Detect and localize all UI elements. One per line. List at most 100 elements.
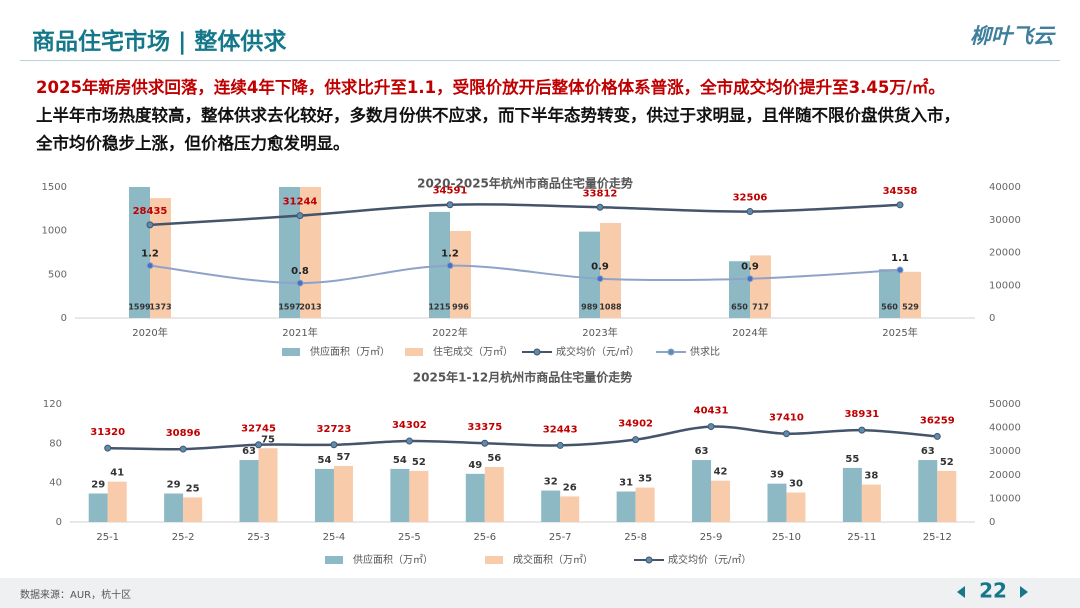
bar xyxy=(560,496,580,522)
summary-text: 上半年市场热度较高，整体供求去化较好，多数月份供不应求，而下半年态势转变，供过于… xyxy=(36,106,960,125)
line-label: 32745 xyxy=(241,424,276,435)
line-label: 32506 xyxy=(733,193,768,204)
chart-title: 2025年1-12月杭州市商品住宅量价走势 xyxy=(413,370,632,385)
line-label: 37410 xyxy=(769,413,804,424)
legend-label: 供应面积（万㎡） xyxy=(353,553,433,566)
line-label: 0.9 xyxy=(591,262,609,273)
legend-label: 供应面积（万㎡） xyxy=(310,345,390,358)
x-tick-label: 25-1 xyxy=(96,532,119,543)
line-point xyxy=(296,279,304,287)
line-point xyxy=(782,430,790,438)
x-tick-label: 2021年 xyxy=(282,326,317,339)
line xyxy=(149,203,901,227)
bar-label: 1373 xyxy=(149,303,171,312)
bar-label: 1088 xyxy=(599,303,622,312)
x-tick-label: 2025年 xyxy=(882,326,917,339)
y2-tick-label: 50000 xyxy=(989,399,1021,410)
bar-label: 38 xyxy=(864,471,878,482)
x-tick-label: 2020年 xyxy=(132,326,167,339)
line-label: 33375 xyxy=(467,422,502,433)
legend-label: 供求比 xyxy=(690,345,720,358)
line-point xyxy=(596,275,604,283)
bar-label: 650 xyxy=(731,303,748,312)
bar-label: 29 xyxy=(167,479,181,490)
x-tick-label: 25-11 xyxy=(847,532,876,543)
x-tick-label: 25-7 xyxy=(549,532,572,543)
bar xyxy=(88,493,108,522)
x-tick-label: 25-12 xyxy=(923,532,952,543)
y-tick-label: 80 xyxy=(49,438,62,449)
x-tick-label: 25-3 xyxy=(247,532,270,543)
bar xyxy=(390,468,410,522)
x-tick-label: 2024年 xyxy=(732,326,767,339)
bar-label: 75 xyxy=(261,434,275,445)
x-tick-label: 25-8 xyxy=(624,532,647,543)
bar-label: 29 xyxy=(91,479,105,490)
line-label: 32723 xyxy=(317,424,352,435)
line-label: 0.9 xyxy=(741,262,759,273)
bar xyxy=(164,493,184,522)
bar xyxy=(729,261,750,318)
bar xyxy=(409,470,429,522)
bar-label: 42 xyxy=(714,467,728,478)
bar-label: 26 xyxy=(563,482,577,493)
y2-tick-label: 0 xyxy=(989,313,995,324)
y-tick-label: 0 xyxy=(56,517,62,528)
bar xyxy=(786,492,806,522)
bar-label: 57 xyxy=(336,452,350,463)
line-label: 40431 xyxy=(694,406,729,417)
line-label: 31320 xyxy=(90,427,125,438)
line-label: 34902 xyxy=(618,419,653,430)
line-point xyxy=(146,221,154,229)
slide-title: 商品住宅市场 | 整体供求 xyxy=(32,29,287,55)
bar xyxy=(314,468,334,522)
bar xyxy=(239,460,259,522)
legend-label: 成交均价（元/㎡） xyxy=(556,345,639,358)
line-label: 32443 xyxy=(543,424,578,435)
y2-tick-label: 0 xyxy=(989,517,995,528)
y-tick-label: 120 xyxy=(43,399,62,410)
bar xyxy=(129,187,150,318)
bar xyxy=(579,231,600,318)
summary-text: 全市均价稳步上涨，但价格压力愈发明显。 xyxy=(36,134,350,153)
x-tick-label: 25-10 xyxy=(772,532,801,543)
legend-swatch xyxy=(485,556,503,564)
y2-tick-label: 10000 xyxy=(989,280,1021,291)
bar xyxy=(484,466,504,522)
bar xyxy=(635,487,655,522)
bar xyxy=(541,490,561,522)
line-label: 38931 xyxy=(844,409,879,420)
prev-arrow[interactable] xyxy=(957,586,965,598)
x-tick-label: 25-4 xyxy=(323,532,346,543)
y2-tick-label: 10000 xyxy=(989,493,1021,504)
bar-label: 54 xyxy=(393,455,407,466)
y2-tick-label: 30000 xyxy=(989,446,1021,457)
bar-label: 1599 xyxy=(128,303,151,312)
line-point xyxy=(707,423,715,431)
bar-label: 63 xyxy=(242,446,256,457)
line-label: 1.1 xyxy=(891,253,909,264)
bar xyxy=(333,465,353,522)
next-arrow[interactable] xyxy=(1020,586,1028,598)
line-label: 33812 xyxy=(583,188,618,199)
chart-title: 2020-2025年杭州市商品住宅量价走势 xyxy=(417,176,633,191)
line-point xyxy=(933,432,941,440)
bar xyxy=(900,271,921,318)
line-point xyxy=(481,439,489,447)
line-point xyxy=(330,441,338,449)
line-point xyxy=(746,208,754,216)
bar xyxy=(937,470,957,522)
legend-label: 住宅成交（万㎡） xyxy=(433,345,513,358)
line-point xyxy=(255,441,263,449)
line-point xyxy=(405,437,413,445)
bar-label: 56 xyxy=(487,453,501,464)
line-point xyxy=(446,262,454,270)
bar xyxy=(107,481,127,522)
source-note: 数据来源：AUR，杭十区 xyxy=(20,590,132,601)
bar-label: 717 xyxy=(752,303,769,312)
bar xyxy=(918,460,938,522)
line xyxy=(107,425,938,451)
line-label: 30896 xyxy=(166,428,201,439)
x-tick-label: 25-5 xyxy=(398,532,421,543)
